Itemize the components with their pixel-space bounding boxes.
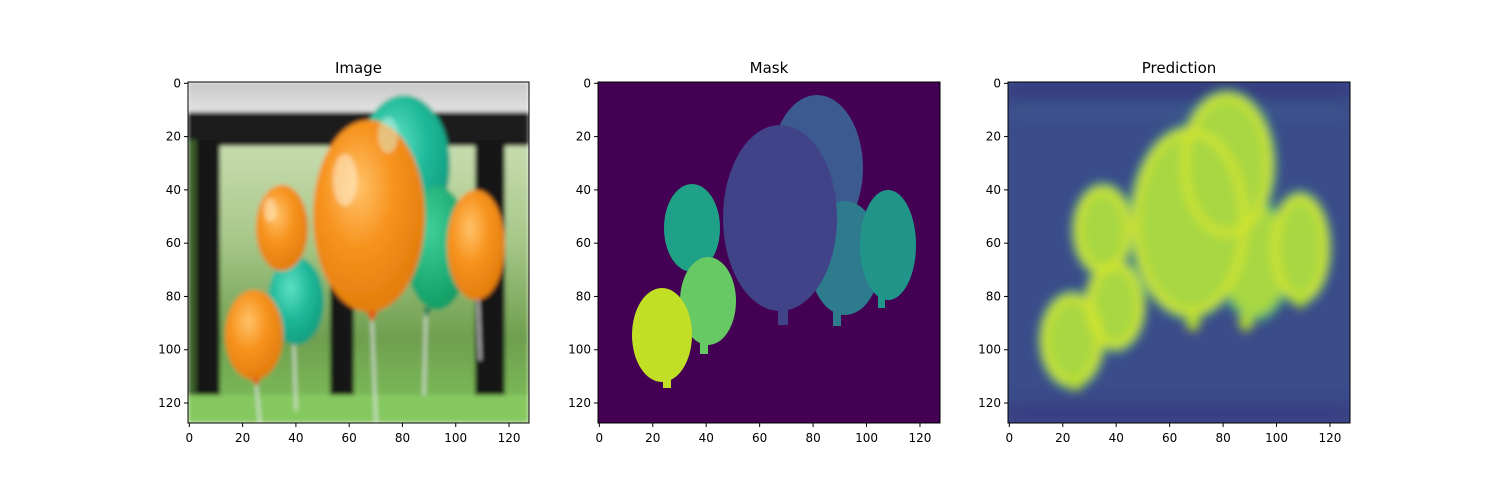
x-tick-label: 60	[1162, 431, 1177, 445]
x-tick-label: 60	[752, 431, 767, 445]
x-tick-label: 0	[596, 431, 604, 445]
y-tick-label: 0	[993, 76, 1001, 90]
y-tick-label: 40	[166, 183, 181, 197]
y-tick-label: 100	[568, 343, 591, 357]
x-tick-label: 20	[1055, 431, 1070, 445]
prediction-heatmap	[1008, 82, 1350, 423]
x-tick-label: 20	[235, 431, 250, 445]
x-tick-label: 20	[645, 431, 660, 445]
image-title: Image	[335, 59, 382, 77]
y-tick-label: 120	[568, 396, 591, 410]
segmentation-mask	[598, 82, 940, 423]
image-ticks: 0 20 40 60 80 100 120 0 20 40 60 80 100 120	[158, 76, 520, 445]
y-tick-label: 0	[583, 76, 591, 90]
image-axes-frame	[187, 81, 530, 424]
y-tick-label: 120	[158, 396, 181, 410]
y-tick-label: 60	[576, 236, 591, 250]
x-tick-label: 0	[186, 431, 194, 445]
y-tick-label: 20	[986, 130, 1001, 144]
x-tick-label: 120	[498, 431, 521, 445]
y-tick-label: 20	[166, 130, 181, 144]
x-tick-label: 0	[1006, 431, 1014, 445]
y-tick-label: 100	[158, 343, 181, 357]
y-tick-label: 0	[173, 76, 181, 90]
x-tick-label: 120	[1319, 431, 1342, 445]
x-tick-label: 100	[444, 431, 467, 445]
y-tick-label: 60	[986, 236, 1001, 250]
y-tick-label: 80	[576, 289, 591, 303]
x-tick-label: 100	[855, 431, 878, 445]
image-panel: Image 0 20 40 60 80 100 120 0 20 40 60 80 100 120	[158, 59, 530, 445]
y-tick-label: 20	[576, 130, 591, 144]
x-tick-label: 80	[1215, 431, 1230, 445]
y-tick-label: 60	[166, 236, 181, 250]
mask-panel: Mask 0 20 40 60 80 100 120 0 20 40 60 80 100 120	[568, 59, 941, 445]
balloon-photo	[188, 82, 529, 423]
y-tick-label: 120	[978, 396, 1001, 410]
x-tick-label: 120	[909, 431, 932, 445]
y-tick-label: 100	[978, 343, 1001, 357]
mask-title: Mask	[750, 59, 789, 77]
x-tick-label: 40	[1109, 431, 1124, 445]
mask-axes-frame	[597, 81, 941, 424]
x-tick-label: 80	[805, 431, 820, 445]
x-tick-label: 80	[395, 431, 410, 445]
x-tick-label: 40	[699, 431, 714, 445]
prediction-title: Prediction	[1142, 59, 1217, 77]
x-tick-label: 100	[1265, 431, 1288, 445]
prediction-ticks: 0 20 40 60 80 100 120 0 20 40 60 80 100 120	[978, 76, 1341, 445]
x-tick-label: 60	[342, 431, 357, 445]
prediction-axes-frame	[1007, 81, 1351, 424]
y-tick-label: 40	[986, 183, 1001, 197]
mask-ticks: 0 20 40 60 80 100 120 0 20 40 60 80 100 120	[568, 76, 931, 445]
y-tick-label: 80	[166, 289, 181, 303]
x-tick-label: 40	[288, 431, 303, 445]
y-tick-label: 40	[576, 183, 591, 197]
y-tick-label: 80	[986, 289, 1001, 303]
prediction-panel: Prediction 0 20 40 60 80 100 120 0 20 40 60 80 100 12…	[978, 59, 1351, 445]
